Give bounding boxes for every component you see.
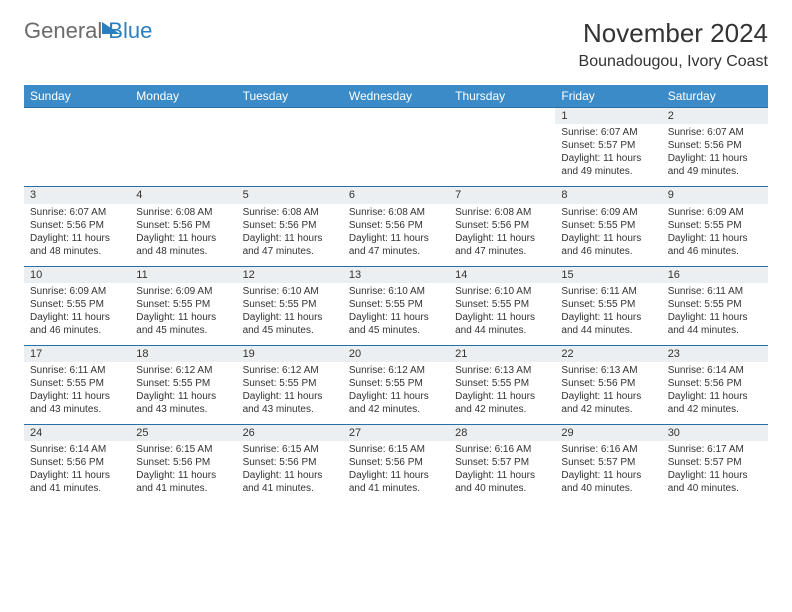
day-detail-cell: Sunrise: 6:11 AM Sunset: 5:55 PM Dayligh… [24,362,130,425]
day-number-row: 3456789 [24,187,768,204]
day-detail-cell: Sunrise: 6:10 AM Sunset: 5:55 PM Dayligh… [343,283,449,346]
day-number-cell: 23 [662,345,768,362]
day-number-cell [237,108,343,125]
day-number-cell: 22 [555,345,661,362]
day-detail-cell: Sunrise: 6:08 AM Sunset: 5:56 PM Dayligh… [343,204,449,267]
day-number-cell: 18 [130,345,236,362]
day-detail-cell: Sunrise: 6:16 AM Sunset: 5:57 PM Dayligh… [449,441,555,503]
day-number-row: 17181920212223 [24,345,768,362]
day-number-cell: 14 [449,266,555,283]
day-detail-cell: Sunrise: 6:08 AM Sunset: 5:56 PM Dayligh… [237,204,343,267]
weekday-header: Sunday [24,85,130,108]
weekday-header: Thursday [449,85,555,108]
day-number-cell: 3 [24,187,130,204]
day-detail-cell: Sunrise: 6:09 AM Sunset: 5:55 PM Dayligh… [555,204,661,267]
day-number-row: 24252627282930 [24,425,768,442]
weekday-header-row: Sunday Monday Tuesday Wednesday Thursday… [24,85,768,108]
day-number-cell: 21 [449,345,555,362]
day-detail-row: Sunrise: 6:11 AM Sunset: 5:55 PM Dayligh… [24,362,768,425]
day-detail-cell: Sunrise: 6:09 AM Sunset: 5:55 PM Dayligh… [24,283,130,346]
day-detail-cell: Sunrise: 6:10 AM Sunset: 5:55 PM Dayligh… [237,283,343,346]
weekday-header: Wednesday [343,85,449,108]
day-detail-cell: Sunrise: 6:10 AM Sunset: 5:55 PM Dayligh… [449,283,555,346]
day-number-row: 10111213141516 [24,266,768,283]
day-detail-cell: Sunrise: 6:08 AM Sunset: 5:56 PM Dayligh… [449,204,555,267]
month-title: November 2024 [579,18,768,49]
day-number-cell: 26 [237,425,343,442]
day-detail-cell [130,124,236,187]
logo-text-2: Blue [108,18,152,44]
day-number-cell: 2 [662,108,768,125]
day-detail-cell: Sunrise: 6:11 AM Sunset: 5:55 PM Dayligh… [662,283,768,346]
weekday-header: Saturday [662,85,768,108]
day-detail-cell [343,124,449,187]
day-detail-cell: Sunrise: 6:16 AM Sunset: 5:57 PM Dayligh… [555,441,661,503]
title-block: November 2024 Bounadougou, Ivory Coast [579,18,768,71]
day-detail-cell: Sunrise: 6:12 AM Sunset: 5:55 PM Dayligh… [130,362,236,425]
day-number-cell: 1 [555,108,661,125]
day-number-cell: 9 [662,187,768,204]
day-detail-cell [449,124,555,187]
day-detail-cell: Sunrise: 6:14 AM Sunset: 5:56 PM Dayligh… [662,362,768,425]
location-label: Bounadougou, Ivory Coast [579,53,768,71]
day-number-cell [449,108,555,125]
day-number-cell: 5 [237,187,343,204]
day-number-row: 12 [24,108,768,125]
weekday-header: Monday [130,85,236,108]
header-row: General Blue November 2024 Bounadougou, … [24,18,768,71]
day-number-cell [24,108,130,125]
day-detail-cell: Sunrise: 6:08 AM Sunset: 5:56 PM Dayligh… [130,204,236,267]
day-detail-cell: Sunrise: 6:07 AM Sunset: 5:56 PM Dayligh… [662,124,768,187]
day-detail-cell: Sunrise: 6:14 AM Sunset: 5:56 PM Dayligh… [24,441,130,503]
day-detail-row: Sunrise: 6:07 AM Sunset: 5:56 PM Dayligh… [24,204,768,267]
day-detail-cell: Sunrise: 6:13 AM Sunset: 5:56 PM Dayligh… [555,362,661,425]
day-number-cell: 8 [555,187,661,204]
day-number-cell: 15 [555,266,661,283]
day-detail-cell: Sunrise: 6:13 AM Sunset: 5:55 PM Dayligh… [449,362,555,425]
day-detail-cell: Sunrise: 6:11 AM Sunset: 5:55 PM Dayligh… [555,283,661,346]
day-detail-row: Sunrise: 6:07 AM Sunset: 5:57 PM Dayligh… [24,124,768,187]
day-number-cell: 28 [449,425,555,442]
day-number-cell: 6 [343,187,449,204]
day-detail-cell: Sunrise: 6:15 AM Sunset: 5:56 PM Dayligh… [237,441,343,503]
day-number-cell [130,108,236,125]
day-detail-cell: Sunrise: 6:17 AM Sunset: 5:57 PM Dayligh… [662,441,768,503]
day-detail-cell: Sunrise: 6:15 AM Sunset: 5:56 PM Dayligh… [130,441,236,503]
day-number-cell: 17 [24,345,130,362]
day-number-cell: 30 [662,425,768,442]
day-detail-cell: Sunrise: 6:07 AM Sunset: 5:57 PM Dayligh… [555,124,661,187]
day-number-cell: 20 [343,345,449,362]
day-number-cell: 12 [237,266,343,283]
day-number-cell: 11 [130,266,236,283]
day-detail-row: Sunrise: 6:14 AM Sunset: 5:56 PM Dayligh… [24,441,768,503]
weekday-header: Friday [555,85,661,108]
day-detail-cell [24,124,130,187]
logo: General Blue [24,18,152,44]
day-detail-cell: Sunrise: 6:09 AM Sunset: 5:55 PM Dayligh… [662,204,768,267]
day-number-cell: 4 [130,187,236,204]
day-number-cell: 7 [449,187,555,204]
day-number-cell: 24 [24,425,130,442]
day-number-cell: 16 [662,266,768,283]
day-number-cell: 19 [237,345,343,362]
day-detail-cell: Sunrise: 6:15 AM Sunset: 5:56 PM Dayligh… [343,441,449,503]
calendar-table: Sunday Monday Tuesday Wednesday Thursday… [24,85,768,503]
day-detail-cell: Sunrise: 6:09 AM Sunset: 5:55 PM Dayligh… [130,283,236,346]
day-number-cell: 10 [24,266,130,283]
day-detail-cell: Sunrise: 6:12 AM Sunset: 5:55 PM Dayligh… [237,362,343,425]
day-detail-row: Sunrise: 6:09 AM Sunset: 5:55 PM Dayligh… [24,283,768,346]
day-number-cell [343,108,449,125]
day-number-cell: 27 [343,425,449,442]
weekday-header: Tuesday [237,85,343,108]
logo-text-1: General [24,18,102,44]
day-number-cell: 13 [343,266,449,283]
day-number-cell: 29 [555,425,661,442]
day-detail-cell [237,124,343,187]
day-detail-cell: Sunrise: 6:12 AM Sunset: 5:55 PM Dayligh… [343,362,449,425]
day-detail-cell: Sunrise: 6:07 AM Sunset: 5:56 PM Dayligh… [24,204,130,267]
day-number-cell: 25 [130,425,236,442]
